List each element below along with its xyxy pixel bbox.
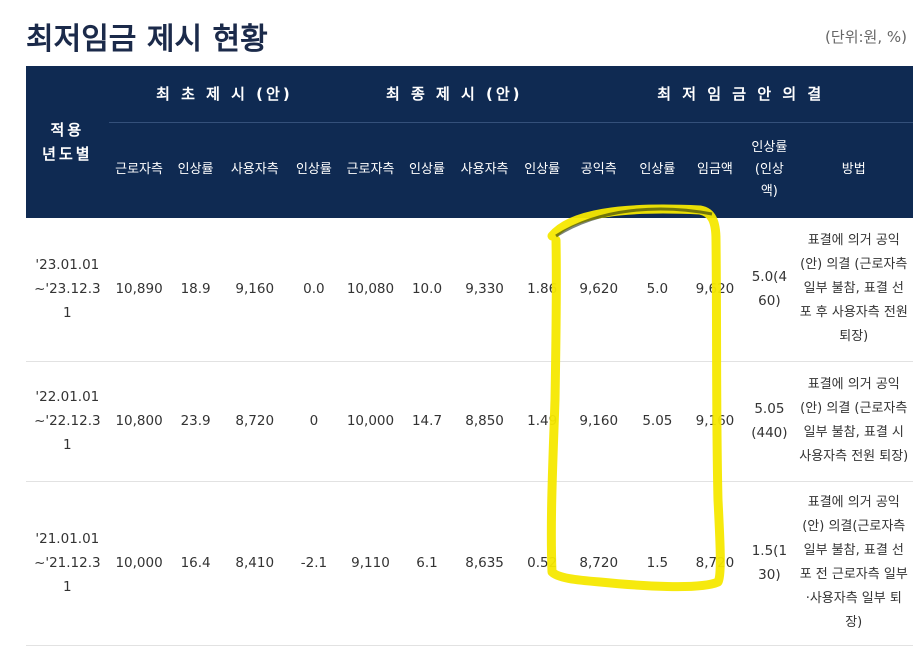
value-cell: 10,890 [108, 218, 170, 362]
header-sub: 인상률 [400, 121, 454, 218]
value-cell: 0 [287, 361, 341, 482]
value-cell: 1.49 [515, 361, 569, 482]
value-cell: 5.0 [629, 218, 686, 362]
header-sub: 인상률 [629, 121, 686, 218]
value-cell: 8,720 [221, 361, 288, 482]
header-group-initial: 최 초 제 시 (안) [108, 66, 341, 122]
header-sub: 인상률 [169, 121, 222, 218]
value-cell: 14.7 [400, 361, 454, 482]
header-sub: 인상률 [515, 121, 569, 218]
value-cell: 1.86 [515, 218, 569, 362]
value-cell: 10,000 [108, 481, 170, 646]
table-row: '23.01.01 ~'23.12.3 1 10,890 18.9 9,160 … [26, 218, 913, 362]
unit-note: (단위:원, %) [825, 28, 907, 46]
value-cell: 10,000 [340, 361, 401, 482]
value-cell: 9,620 [685, 218, 745, 362]
method-cell: 표결에 의거 공익 (안) 의결 (근로자측 일부 불참, 표결 선 포 후 사… [794, 218, 913, 362]
value-cell: 8,410 [221, 481, 288, 646]
value-cell: 8,635 [453, 481, 516, 646]
period-cell: '23.01.01 ~'23.12.3 1 [26, 218, 109, 362]
header-sub: 근로자측 [340, 121, 401, 218]
method-cell: 표결에 의거 공익 (안) 의결 (근로자측 일부 불참, 표결 시 사용자측 … [794, 361, 913, 482]
table-row-partial [26, 645, 913, 660]
value-cell: 9,160 [685, 361, 745, 482]
header-sub: 방법 [794, 121, 913, 218]
value-cell: 10,080 [340, 218, 401, 362]
value-cell: 9,330 [453, 218, 516, 362]
header-year: 적용 년도별 [26, 66, 109, 218]
rate-cell: 5.0(4 60) [744, 218, 795, 362]
table-row: '21.01.01 ~'21.12.3 1 10,000 16.4 8,410 … [26, 481, 913, 646]
header-sub: 사용자측 [453, 121, 516, 218]
value-cell: 18.9 [169, 218, 222, 362]
value-cell: -2.1 [287, 481, 341, 646]
page-title: 최저임금 제시 현황 [26, 22, 268, 57]
table-row: '22.01.01 ~'22.12.3 1 10,800 23.9 8,720 … [26, 361, 913, 482]
value-cell: 9,160 [221, 218, 288, 362]
table-row [26, 645, 913, 660]
value-cell: 9,160 [568, 361, 630, 482]
period-cell: '22.01.01 ~'22.12.3 1 [26, 361, 109, 482]
header-sub: 근로자측 [108, 121, 170, 218]
value-cell: 0.0 [287, 218, 341, 362]
rate-cell: 1.5(1 30) [744, 481, 795, 646]
value-cell: 8,720 [685, 481, 745, 646]
value-cell: 10.0 [400, 218, 454, 362]
period-cell: '21.01.01 ~'21.12.3 1 [26, 481, 109, 646]
value-cell: 9,620 [568, 218, 630, 362]
header-sub: 사용자측 [221, 121, 288, 218]
method-cell: 표결에 의거 공익 (안) 의결(근로자측 일부 불참, 표결 선 포 전 근로… [794, 481, 913, 646]
value-cell: 8,720 [568, 481, 630, 646]
header-group-resolution: 최 저 임 금 안 의 결 [568, 66, 913, 122]
value-cell: 0.52 [515, 481, 569, 646]
value-cell: 23.9 [169, 361, 222, 482]
value-cell: 10,800 [108, 361, 170, 482]
value-cell: 5.05 [629, 361, 686, 482]
header-sub: 인상률 [287, 121, 341, 218]
rate-cell: 5.05 (440) [744, 361, 795, 482]
value-cell: 9,110 [340, 481, 401, 646]
value-cell: 6.1 [400, 481, 454, 646]
header-group-final: 최 종 제 시 (안) [340, 66, 569, 122]
value-cell: 16.4 [169, 481, 222, 646]
minimum-wage-table: 적용 년도별 최 초 제 시 (안) 최 종 제 시 (안) 최 저 임 금 안… [26, 66, 913, 660]
header-sub: 임금액 [685, 121, 745, 218]
header-sub: 공익측 [568, 121, 630, 218]
value-cell: 1.5 [629, 481, 686, 646]
header-sub: 인상률 (인상 액) [744, 121, 795, 218]
value-cell: 8,850 [453, 361, 516, 482]
